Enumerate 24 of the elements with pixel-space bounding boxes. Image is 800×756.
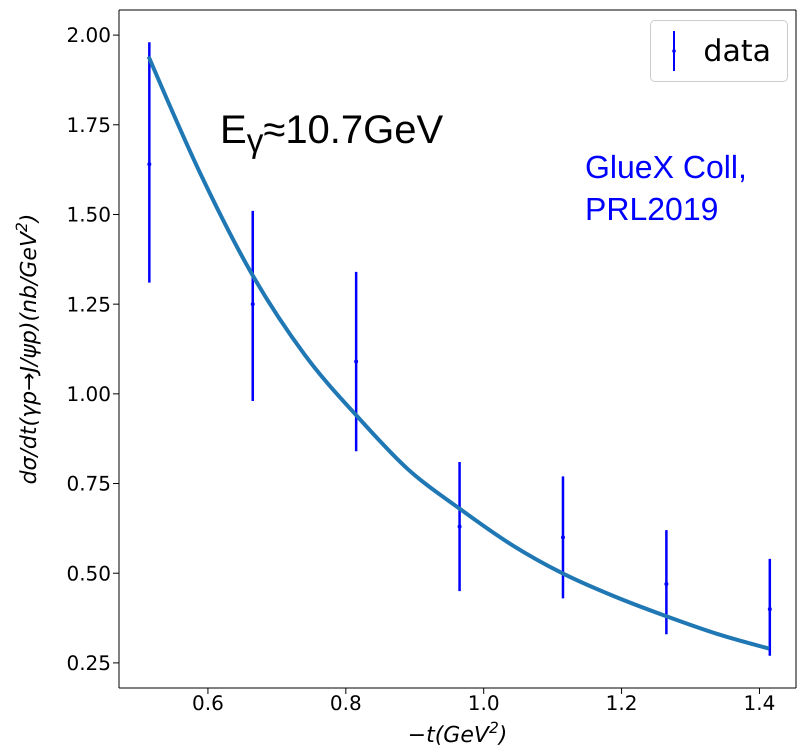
y-tick-label: 0.75 (66, 472, 111, 496)
point (147, 162, 152, 166)
x-tick-label: 0.8 (330, 691, 362, 716)
x-tick-label: 0.6 (192, 691, 224, 716)
annotation: GlueX Coll, PRL2019 (585, 149, 747, 227)
point (768, 607, 772, 612)
y-tick-label: 2.00 (66, 23, 111, 48)
y-tick-label: 1.50 (66, 202, 111, 227)
annotation: E$_{γ}$≈10.7GeV (220, 108, 444, 160)
point (560, 535, 565, 540)
y-tick-label: 1.00 (66, 382, 111, 406)
point (458, 524, 462, 529)
x-tick-label: 1.4 (744, 691, 776, 716)
point (354, 360, 358, 364)
y-tick-label: 0.25 (66, 650, 111, 675)
x-axis-title: −t(GeV$^{2}$) (408, 719, 508, 748)
legend-label: data (703, 34, 771, 68)
y-tick-label: 0.50 (66, 561, 111, 586)
y-tick-label: 1.25 (66, 292, 111, 316)
y-tick-label: 1.75 (66, 112, 111, 137)
x-tick-label: 1.0 (468, 691, 500, 716)
point (250, 302, 255, 306)
point (664, 582, 668, 586)
x-tick-label: 1.2 (606, 691, 638, 716)
